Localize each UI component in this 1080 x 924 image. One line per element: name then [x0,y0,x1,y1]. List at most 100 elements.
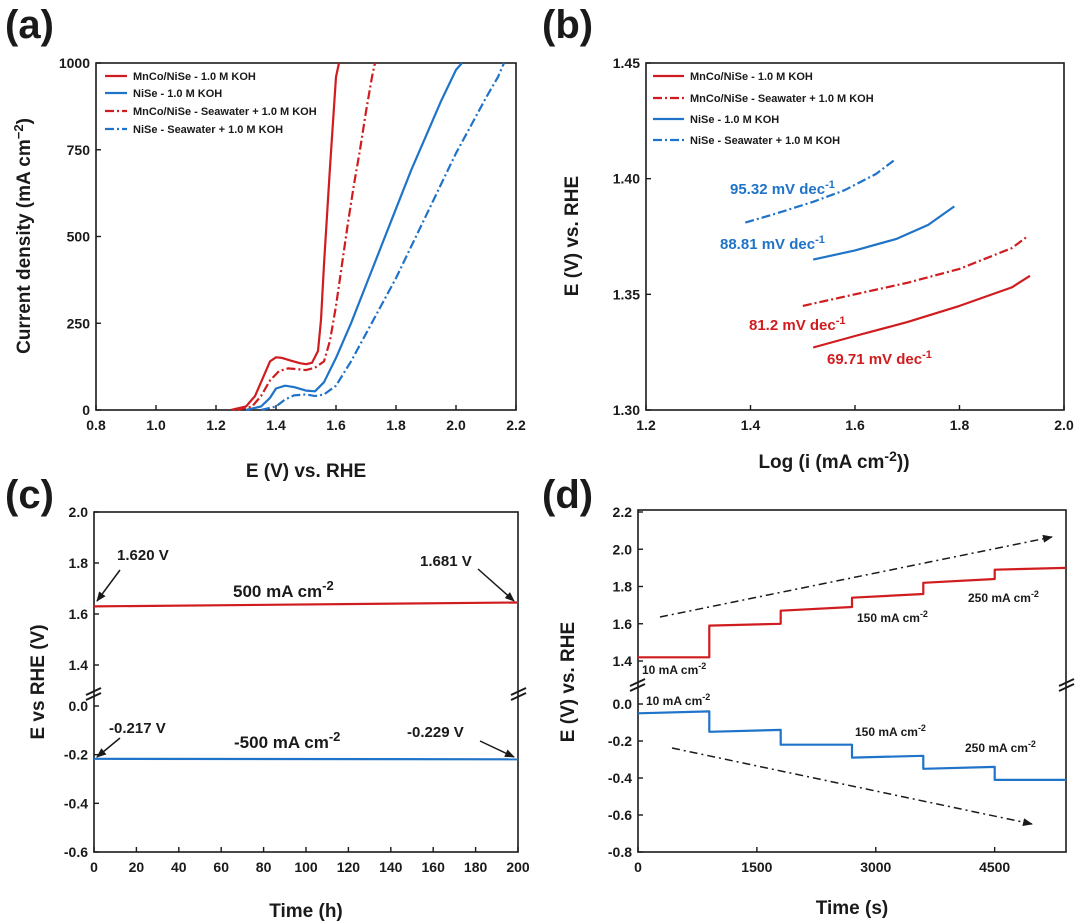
pointer-arrow [96,737,121,758]
panel-b-x-ticks: 1.2 1.4 1.6 1.8 2.0 [636,405,1074,433]
panel-a-x-tick-label: 1.4 [266,417,286,433]
legend-entry: MnCo/NiSe - Seawater + 1.0 M KOH [690,93,874,105]
panel-b: (b) 1.2 1.4 1.6 1.8 2.0 1.30 1.35 1.40 1.45 Log… [542,3,1074,473]
step-label-sup: -2 [1028,739,1036,749]
panel-a-x-tick-label: 0.8 [86,417,106,433]
panel-d-y-tick-label: 2.0 [613,541,633,557]
panel-a-label: (a) [5,3,54,47]
panel-c-y-tick-label: -0.4 [64,795,88,811]
panel-a-legend: MnCo/NiSe - 1.0 M KOH NiSe - 1.0 M KOH M… [105,71,317,136]
panel-b-series [744,159,1031,349]
slope-label-text: 95.32 mV dec [730,181,825,198]
panel-d-y-tick-label: -0.2 [608,733,632,749]
panel-b-y-tick-label: 1.45 [613,55,640,71]
panel-a-y-tick-label: 250 [67,315,91,331]
current-label-text: 500 mA cm [233,582,322,601]
panel-a-y-title-sup: −2 [11,124,26,139]
panel-a-x-tick-label: 1.6 [326,417,346,433]
axis-break-marks [629,678,1075,692]
panel-c-x-tick-label: 60 [213,859,229,875]
series-line [230,62,341,412]
panel-a: (a) 0.8 1.0 1.2 1.4 1.6 1.8 2.0 2.2 0 250 500 750 1… [5,3,526,482]
axis-break-marks [85,687,527,701]
step-line [638,566,1067,659]
panel-a-series [230,62,506,412]
step-label-text: 150 mA cm [857,611,920,625]
panel-a-y-axis-title: Current density (mA cm−2) [11,118,35,354]
series-line [260,62,506,412]
legend-entry: NiSe - 1.0 M KOH [133,88,222,100]
panel-d-y-tick-label: 0.0 [613,696,633,712]
panel-d-x-tick-label: 0 [634,859,642,875]
panel-d-y-tick-label: 1.8 [613,579,633,595]
legend-entry: NiSe - Seawater + 1.0 M KOH [133,124,283,136]
panel-c-label: (c) [5,473,54,517]
panel-a-y-title-main: Current density (mA cm [14,139,35,354]
panel-d-x-tick-label: 4500 [979,859,1010,875]
panel-c-series [93,601,519,761]
panel-b-x-tick-label: 1.8 [950,417,970,433]
potential-label: 1.620 V [117,547,169,564]
panel-d-y-tick-label: 1.6 [613,616,633,632]
panel-b-x-title-close: )) [897,452,910,473]
panel-d-y-ticks: 1.4 1.6 1.8 2.0 2.2 -0.8 -0.6 -0.4 -0.2 0.0 [608,504,643,860]
step-label-sup: -2 [698,661,706,671]
potential-label: -0.217 V [109,720,166,737]
panel-d-y-tick-label: -0.4 [608,770,632,786]
slope-label-sup: -1 [922,349,932,361]
slope-label: 69.71 mV dec-1 [827,349,932,368]
potential-label: 1.681 V [420,553,472,570]
step-label-text: 150 mA cm [855,725,918,739]
panel-a-y-tick-label: 750 [67,142,91,158]
panel-b-x-tick-label: 2.0 [1054,417,1074,433]
step-current-label: 250 mA cm-2 [965,739,1036,755]
step-label-text: 250 mA cm [965,741,1028,755]
panel-a-y-title-close: ) [14,118,35,124]
panel-c-y-tick-label: 1.4 [69,657,89,673]
slope-label: 95.32 mV dec-1 [730,179,835,198]
trend-arrow-down [671,747,1033,827]
panel-b-y-ticks: 1.30 1.35 1.40 1.45 [613,55,651,418]
panel-c-x-tick-label: 200 [506,859,530,875]
slope-label: 88.81 mV dec-1 [720,234,825,253]
panel-d-y-tick-label: -0.8 [608,844,632,860]
slope-label-text: 81.2 mV dec [749,317,836,334]
panel-b-x-tick-label: 1.6 [845,417,865,433]
step-label-sup: -2 [918,723,926,733]
current-label-text: -500 mA cm [234,733,329,752]
slope-label-text: 88.81 mV dec [720,236,815,253]
series-line [245,62,463,412]
trend-arrow-up [659,534,1053,618]
panel-c-x-tick-label: 160 [422,859,446,875]
panel-a-y-ticks: 0 250 500 750 1000 [59,55,101,418]
legend-entry: MnCo/NiSe - Seawater + 1.0 M KOH [133,106,317,118]
step-current-label: 10 mA cm-2 [646,692,710,708]
panel-c-y-ticks: 1.4 1.6 1.8 2.0 -0.6 -0.4 -0.2 0.0 [64,504,99,860]
panel-b-y-tick-label: 1.40 [613,171,640,187]
panel-b-x-tick-label: 1.2 [636,417,656,433]
pointer-arrow [477,568,515,602]
panel-b-x-axis-title: Log (i (mA cm-2)) [758,448,909,473]
pointer-arrow [479,740,515,758]
panel-c-y-tick-label: 1.6 [69,606,89,622]
panel-c-y-tick-label: 2.0 [69,504,89,520]
panel-a-x-ticks: 0.8 1.0 1.2 1.4 1.6 1.8 2.0 2.2 [86,405,526,433]
panel-d-y-tick-label: 2.2 [613,504,633,520]
panel-c-x-tick-label: 0 [90,859,98,875]
tafel-line [744,159,895,224]
panel-c-x-tick-label: 100 [294,859,318,875]
panel-d-frame [637,509,1067,853]
panel-a-y-tick-label: 1000 [59,55,90,71]
panel-b-x-title-main: Log (i (mA cm [758,452,884,473]
panel-c-x-axis-title: Time (h) [269,901,343,922]
stability-line [93,601,519,608]
stability-line [93,757,519,761]
slope-label-sup: -1 [815,234,825,246]
panel-b-legend: MnCo/NiSe - 1.0 M KOH MnCo/NiSe - Seawat… [653,71,874,147]
panel-c-x-tick-label: 40 [171,859,187,875]
panel-d-x-ticks: 0 1500 3000 4500 [634,847,1010,875]
panel-c-x-ticks: 0 20 40 60 80 100 120 140 160 180 200 [90,847,530,875]
panel-d-y-tick-label: -0.6 [608,807,632,823]
panel-c-y-tick-label: 0.0 [69,698,89,714]
